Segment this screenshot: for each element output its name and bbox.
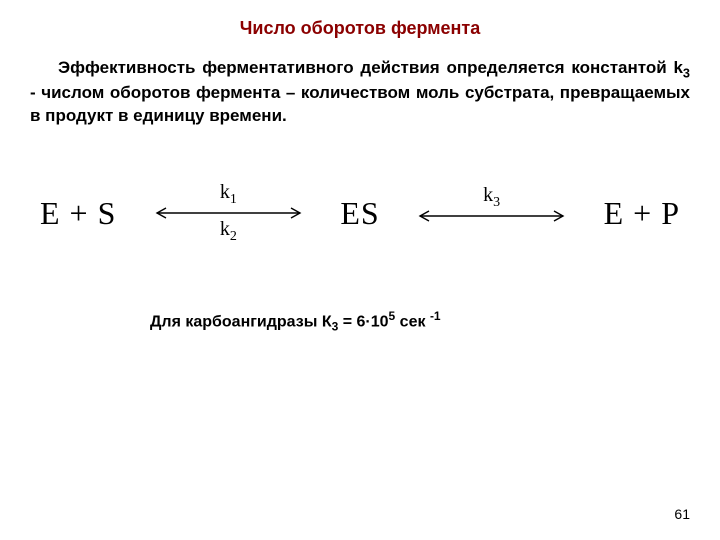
para-part2: - числом оборотов фермента – количеством…: [30, 83, 690, 125]
cap-post: сек: [395, 314, 430, 331]
eq-mid: ES: [340, 195, 379, 232]
k1-sym: k: [220, 181, 230, 203]
cap-pre: Для карбоангидразы К: [150, 314, 332, 331]
page-number: 61: [674, 506, 690, 522]
caption-line: Для карбоангидразы К3 = 6·105 сек -1: [150, 309, 690, 334]
arrow-group-1: k1 k2: [151, 182, 306, 244]
cap-neg: -1: [430, 309, 441, 323]
cap-eq: = 6·10: [338, 314, 388, 331]
intro-paragraph: Эффективность ферментативного действия о…: [30, 57, 690, 127]
para-part1: Эффективность ферментативного действия о…: [58, 58, 683, 77]
rate-k1: k1: [220, 182, 237, 207]
para-ksub: 3: [683, 65, 690, 80]
double-arrow-2-icon: [414, 210, 569, 222]
k3-sub: 3: [493, 195, 500, 210]
reaction-equation: E + S k1 k2 ES k3 k: [40, 182, 680, 244]
rate-k2: k2: [220, 219, 237, 244]
eq-right: E + P: [604, 195, 680, 232]
k3-sym: k: [483, 184, 493, 206]
k1-sub: 1: [230, 192, 237, 207]
rate-k3: k3: [483, 185, 500, 210]
k2-sub: 2: [230, 229, 237, 244]
arrow-group-2: k3 k: [414, 185, 569, 242]
k2-sym: k: [220, 218, 230, 240]
page-title: Число оборотов фермента: [30, 18, 690, 39]
eq-left: E + S: [40, 195, 116, 232]
